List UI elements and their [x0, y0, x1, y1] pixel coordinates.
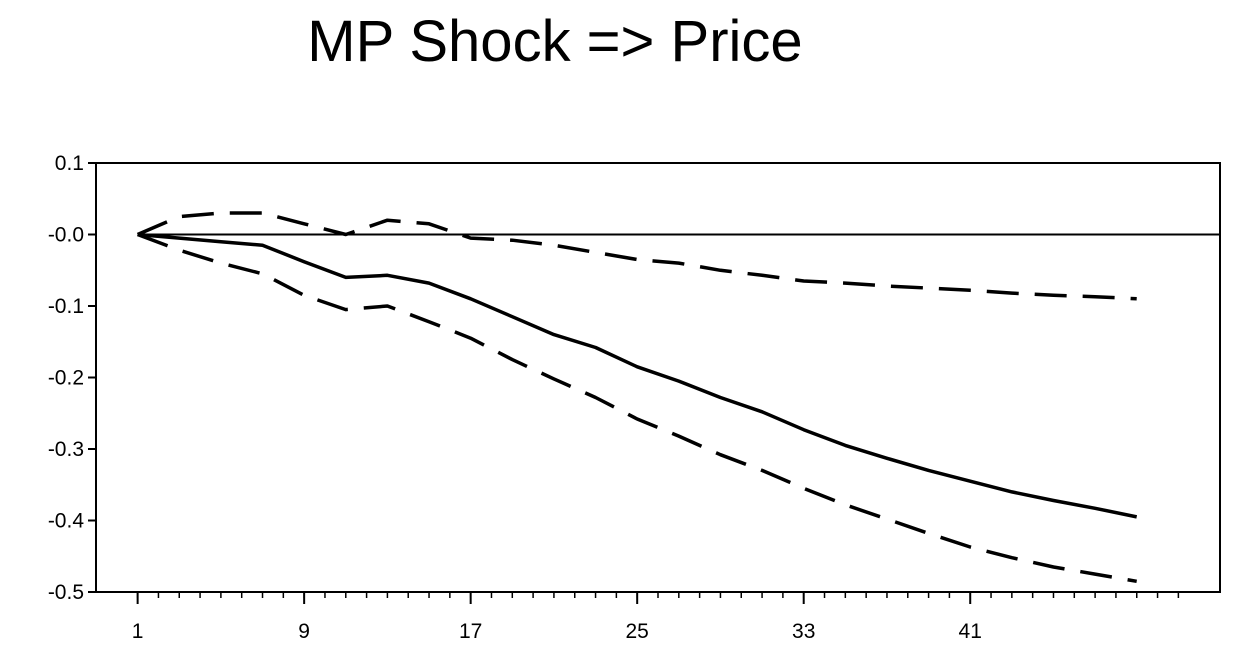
plot-frame	[95, 162, 1221, 593]
axes	[95, 162, 1221, 593]
x-tick-label: 1	[132, 620, 144, 643]
x-tick-label: 33	[792, 620, 815, 643]
ticks-group: 0.1 -0.0 -0.1 -0.2 -0.3 -0.4 -0.5 1 9 17 25 33 41	[48, 152, 1180, 643]
series-line-1	[136, 211, 1137, 301]
y-tick-label: -0.0	[48, 224, 84, 247]
y-tick-label: -0.2	[48, 367, 84, 390]
chart-title: MP Shock => Price	[307, 9, 803, 74]
x-tick-label: 17	[459, 620, 482, 643]
x-tick-label: 9	[298, 620, 310, 643]
y-tick-label: 0.1	[55, 152, 84, 175]
x-tick-label: 25	[626, 620, 649, 643]
x-tick-label: 41	[959, 620, 982, 643]
y-tick-label: -0.5	[48, 581, 84, 604]
y-tick-label: -0.3	[48, 438, 84, 461]
y-tick-label: -0.1	[48, 295, 84, 318]
series-line-2	[136, 232, 1137, 584]
series-group	[136, 211, 1138, 584]
series-line-0	[137, 232, 1138, 519]
y-tick-label: -0.4	[48, 510, 85, 533]
